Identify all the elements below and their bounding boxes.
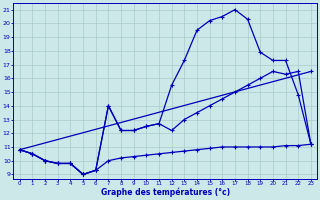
X-axis label: Graphe des températures (°c): Graphe des températures (°c) — [101, 188, 230, 197]
